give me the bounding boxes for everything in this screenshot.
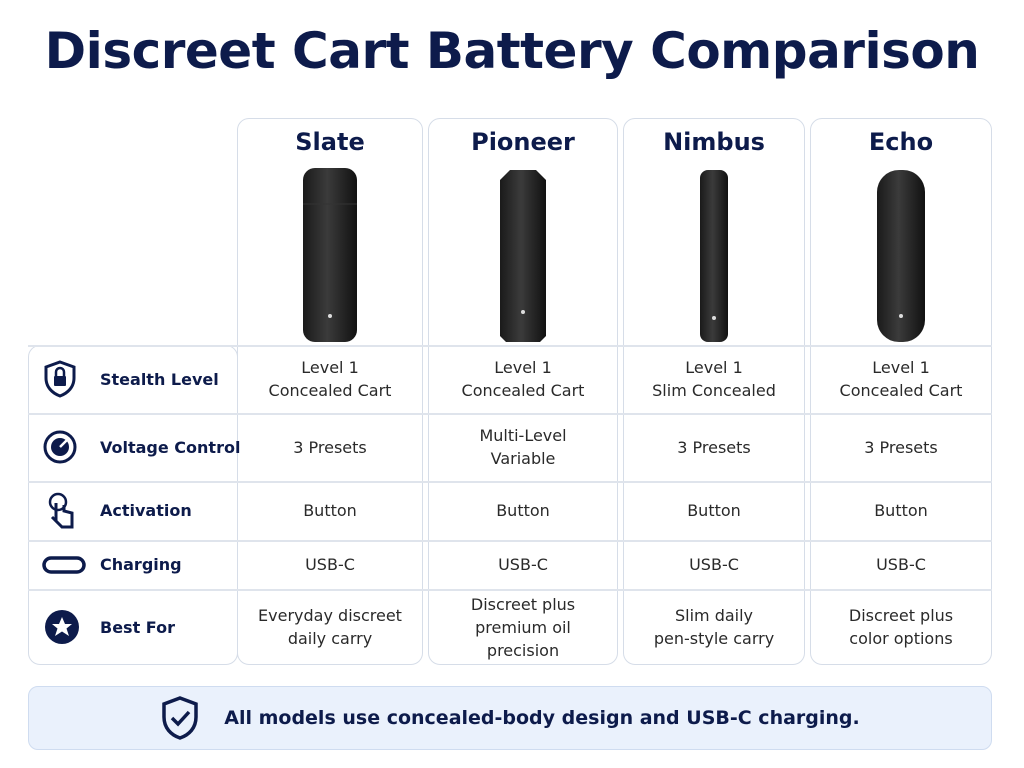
table-cell: Everyday discreet daily carry [237,589,423,665]
row-icon [42,427,86,467]
footer-text: All models use concealed-body design and… [224,707,860,729]
row-divider [28,481,992,483]
row-divider [28,540,992,542]
table-cell: USB-C [428,540,618,589]
row-label: Stealth Level [100,369,219,389]
check-shield-icon [162,696,198,740]
device-image [679,168,749,344]
row-divider [28,413,992,415]
table-cell: Level 1 Concealed Cart [237,345,423,413]
cell-line: Concealed Cart [839,381,963,400]
cell-line: Multi-Level [479,426,567,445]
cell-line: 3 Presets [293,437,367,457]
icon [48,492,74,528]
cell-line: 3 Presets [864,437,938,457]
row-divider [28,589,992,591]
cell-line: Button [687,501,741,520]
device-image [488,168,558,344]
cell-line: Level 1 [872,358,930,377]
table-cell: 3 Presets [623,413,805,481]
device-shape [700,170,728,342]
cell-line: pen-style carry [653,629,775,648]
table-cell: USB-C [623,540,805,589]
table-cell: Button [810,481,992,540]
row-icon [42,545,86,585]
row-label: Activation [100,501,192,520]
device-shape [303,168,357,342]
table-cell: Level 1 Concealed Cart [810,345,992,413]
device-image [295,168,365,344]
cell-line: daily carry [287,629,373,648]
table-cell: Button [623,481,805,540]
cell-line: Button [496,501,550,520]
cell-line: Discreet plus [470,594,576,614]
table-cell: Multi-Level Variable [428,413,618,481]
title: Discreet Cart Battery Comparison [44,22,980,80]
table-cell: Button [428,481,618,540]
cell-line: Slim daily [674,606,754,625]
product-name: Nimbus [663,128,765,156]
cell-line: Level 1 [301,358,359,377]
table-cell: Discreet plus premium oil precision [428,589,618,665]
cell-line: Everyday discreet [258,606,402,625]
product-name: Pioneer [471,128,575,156]
product-name: Slate [295,128,365,156]
icon [44,360,76,398]
row-label: Voltage Control [100,437,241,457]
cell-line: color options [849,629,953,648]
cell-line: USB-C [689,555,739,574]
cell-line: Variable [490,449,556,468]
cell-line: Slim Concealed [652,381,776,400]
footer: All models use concealed-body design and… [28,686,992,750]
row-icon [42,491,86,531]
cell-line: Level 1 [494,358,552,377]
cell-line: Concealed Cart [268,381,392,400]
row-icon [42,607,86,647]
cell-line: Button [303,501,357,520]
table-cell: 3 Presets [237,413,423,481]
table-cell: Level 1 Slim Concealed [623,345,805,413]
cell-line: Concealed Cart [461,381,585,400]
cell-line: 3 Presets [677,437,751,457]
icon [43,430,77,464]
table-cell: Discreet plus color options [810,589,992,665]
cell-line: Discreet plus [848,606,954,625]
row-label: Charging [100,555,182,574]
device-image [866,168,936,344]
table-cell: USB-C [237,540,423,589]
device-shape [500,170,546,342]
cell-line: USB-C [498,555,548,574]
row-icon [42,359,86,399]
table-cell: 3 Presets [810,413,992,481]
icon [45,610,79,644]
table-cell: Slim daily pen-style carry [623,589,805,665]
cell-line: precision [486,640,560,660]
table-cell: USB-C [810,540,992,589]
cell-line: USB-C [305,555,355,574]
cell-line: Button [874,501,928,520]
cell-line: USB-C [876,555,926,574]
cell-line: Level 1 [685,358,743,377]
row-label: Best For [100,617,175,637]
table-cell: Level 1 Concealed Cart [428,345,618,413]
product-name: Echo [868,128,934,156]
row-divider [28,345,992,347]
cell-line: premium oil [475,617,571,637]
device-shape [877,170,925,342]
icon [42,555,86,574]
table-cell: Button [237,481,423,540]
